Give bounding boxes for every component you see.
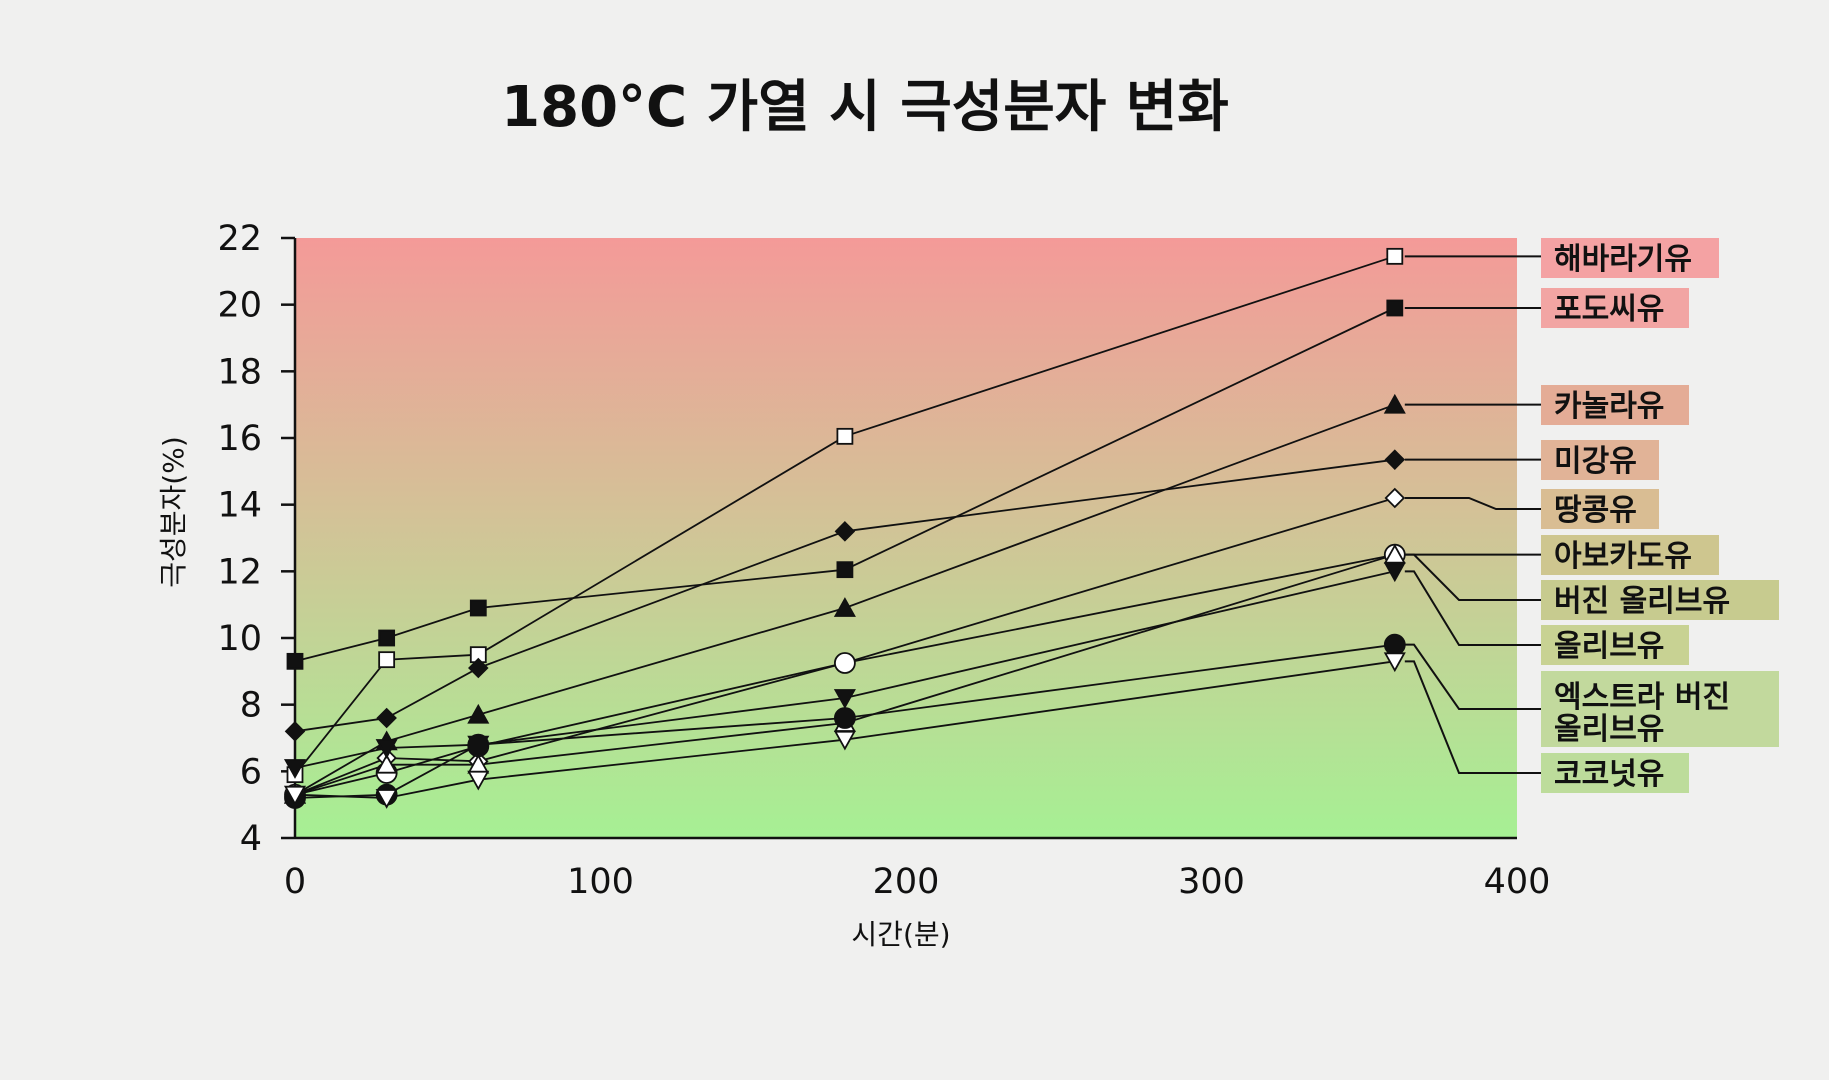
y-axis-label: 극성분자(%) (157, 436, 190, 588)
data-point-marker (376, 707, 397, 729)
legend-label: 올리브유 (1554, 629, 1664, 664)
data-point-marker (467, 703, 490, 724)
x-tick-label: 0 (284, 862, 306, 902)
legend-swatch (1541, 385, 1689, 425)
legend-item: 해바라기유 (1541, 238, 1719, 278)
y-tick-label: 4 (240, 819, 262, 859)
data-point-marker (467, 733, 490, 756)
legend-item: 버진 올리브유 (1541, 580, 1779, 620)
x-tick-label: 300 (1178, 862, 1245, 902)
data-point-marker (284, 721, 306, 742)
legend-item: 아보카도유 (1541, 535, 1719, 575)
data-point-marker (469, 599, 487, 617)
legend-label: 카놀라유 (1554, 389, 1664, 424)
legend-swatch (1541, 580, 1779, 620)
data-point-marker (834, 521, 856, 542)
data-point-marker (1383, 393, 1406, 414)
x-tick-label: 400 (1484, 862, 1551, 902)
legend-swatch (1541, 625, 1689, 665)
legend-leader-line (1404, 570, 1541, 646)
x-tick-label: 200 (873, 862, 940, 902)
legend-label: 올리브유 (1554, 712, 1664, 747)
y-tick-label: 18 (217, 352, 262, 392)
legend-item: 코코넛유 (1541, 753, 1689, 793)
legend-label: 미강유 (1554, 444, 1637, 479)
legend-leader-line (1404, 643, 1541, 710)
y-tick-label: 6 (240, 752, 262, 792)
data-point-marker (378, 651, 396, 669)
data-point-marker (836, 561, 854, 579)
series-markers (283, 247, 1406, 809)
legend-item: 땅콩유 (1541, 489, 1659, 529)
y-tick-label: 16 (217, 419, 262, 459)
data-point-marker (283, 759, 307, 779)
data-point-marker (467, 770, 490, 791)
data-point-marker (834, 707, 856, 729)
data-point-marker (833, 730, 856, 751)
legend-leader-line (1404, 660, 1541, 774)
data-point-marker (378, 629, 396, 647)
legend-label: 땅콩유 (1554, 493, 1637, 528)
legend-label: 엑스트라 버진 (1554, 680, 1730, 715)
y-tick-label: 8 (240, 686, 262, 726)
y-tick-label: 14 (217, 486, 262, 526)
data-point-marker (833, 597, 856, 617)
y-tick-label: 20 (217, 286, 262, 326)
data-point-marker (834, 652, 856, 674)
legend-swatch (1541, 535, 1719, 575)
plot-area (295, 238, 1517, 838)
legend-swatch (1541, 440, 1659, 480)
legend-swatch (1541, 489, 1659, 529)
data-point-marker (375, 739, 398, 759)
legend-label: 코코넛유 (1554, 757, 1664, 792)
data-point-marker (1386, 247, 1404, 265)
data-point-marker (375, 789, 398, 809)
y-tick-label: 12 (217, 552, 262, 592)
legend-swatch (1541, 753, 1689, 793)
legend-label: 버진 올리브유 (1554, 584, 1730, 619)
legend-item: 카놀라유 (1541, 385, 1689, 425)
legend-swatch (1541, 288, 1689, 328)
data-point-marker (833, 689, 856, 709)
chart-title: 180°C 가열 시 극성분자 변화 (501, 75, 1229, 140)
legend-swatch (1541, 238, 1719, 278)
data-point-marker (286, 652, 304, 670)
data-point-marker (1383, 562, 1406, 583)
legend-leader-line (1404, 553, 1541, 601)
x-axis-label: 시간(분) (851, 918, 950, 951)
y-tick-label: 10 (217, 619, 262, 659)
legend-item: 올리브유 (1541, 625, 1689, 665)
data-point-marker (1384, 487, 1406, 509)
legend-label: 아보카도유 (1554, 539, 1692, 574)
legend-item: 포도씨유 (1541, 288, 1689, 328)
data-point-marker (468, 657, 489, 679)
legend-item: 미강유 (1541, 440, 1659, 480)
data-point-marker (1384, 449, 1406, 470)
legend-leader-lines (1404, 255, 1541, 774)
data-point-marker (375, 753, 398, 774)
data-point-marker (283, 785, 307, 806)
legend-label: 포도씨유 (1554, 292, 1664, 327)
y-tick-label: 22 (217, 219, 262, 259)
legend-leader-line (1404, 497, 1541, 510)
data-point-marker (836, 427, 854, 445)
data-point-marker (1383, 652, 1406, 673)
x-tick-label: 100 (567, 862, 634, 902)
data-point-marker (1383, 633, 1406, 656)
axes: 4 6 8 10 12 14 16 18 20 22 0 100 200 300 400 (217, 219, 1550, 902)
data-point-marker (1386, 299, 1404, 317)
legend-swatch (1541, 671, 1779, 747)
legend-label: 해바라기유 (1554, 242, 1692, 277)
